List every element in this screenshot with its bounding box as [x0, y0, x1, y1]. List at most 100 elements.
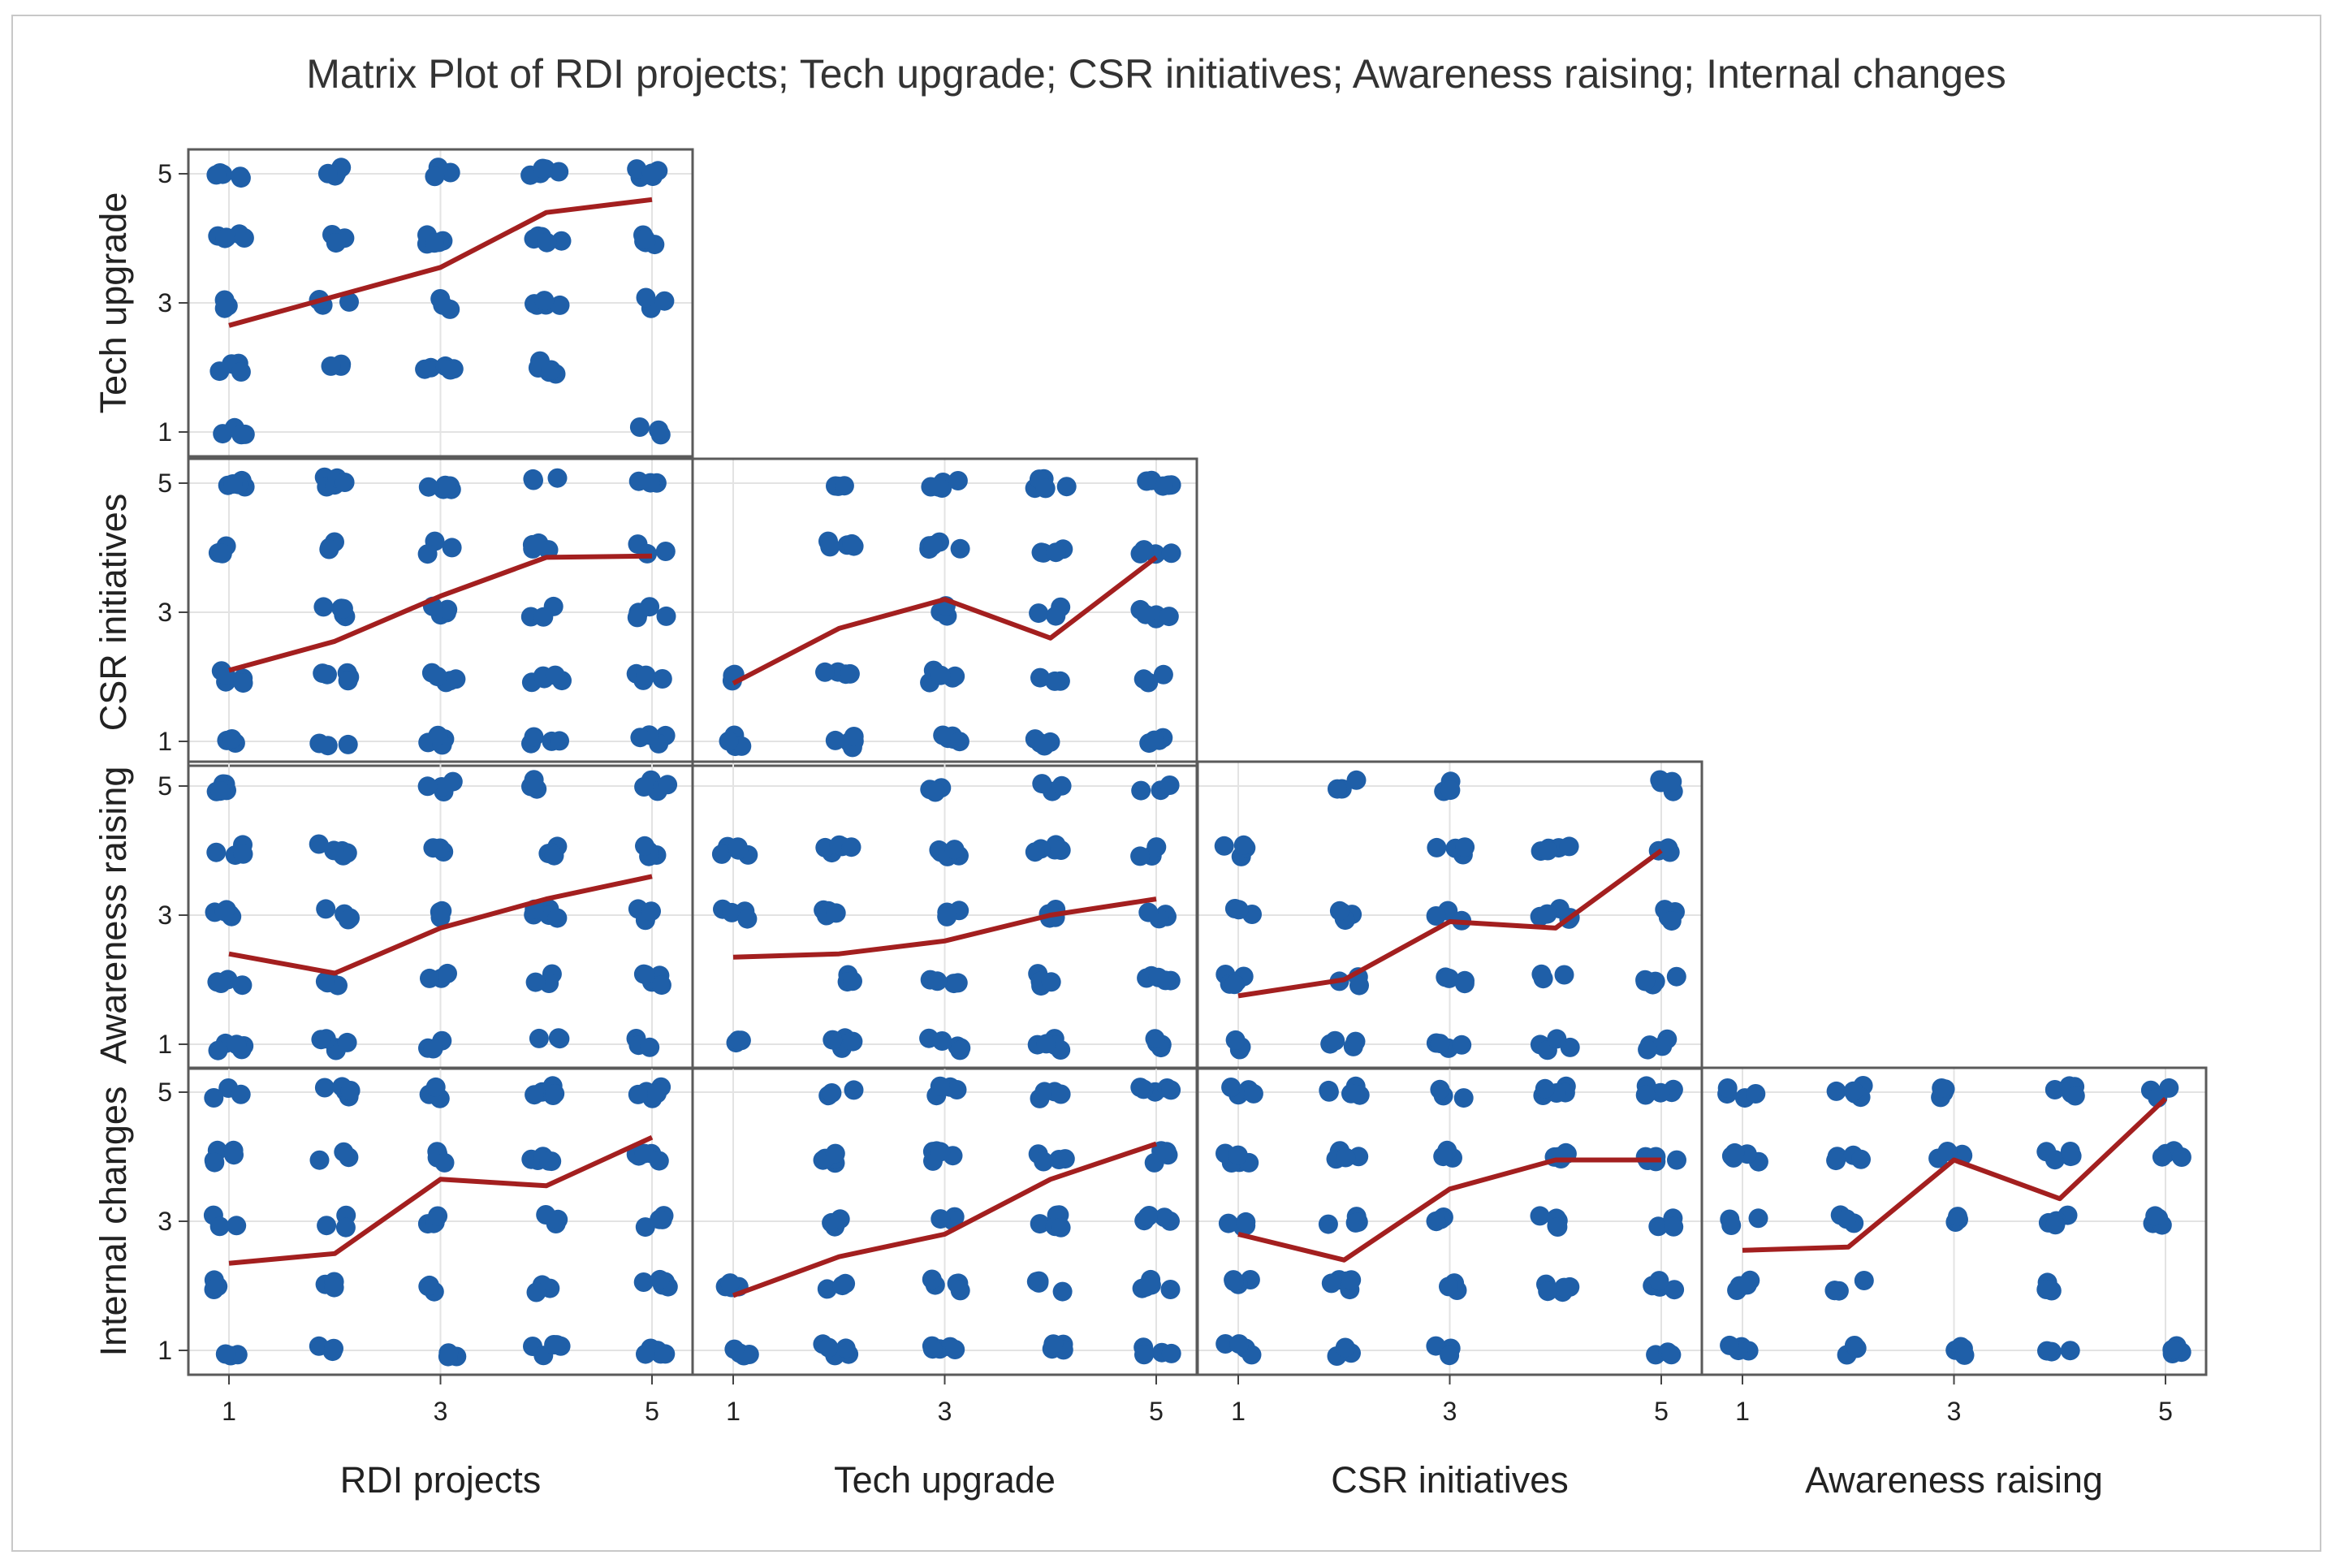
- data-point: [1138, 902, 1159, 922]
- data-point: [825, 1143, 845, 1164]
- data-point: [1214, 836, 1234, 856]
- data-point: [534, 291, 555, 311]
- data-point: [440, 360, 460, 380]
- data-point: [1035, 478, 1056, 499]
- mean-line: [1237, 849, 1663, 999]
- data-point: [650, 1209, 670, 1229]
- data-point: [1651, 1082, 1671, 1103]
- data-point: [1034, 1151, 1054, 1172]
- data-point: [1225, 1030, 1246, 1050]
- data-point: [1346, 770, 1367, 790]
- data-point: [1036, 1034, 1056, 1054]
- data-point: [1236, 1212, 1256, 1232]
- data-point: [1535, 1078, 1555, 1099]
- data-point: [948, 471, 968, 490]
- data-point: [1233, 835, 1254, 855]
- data-point: [423, 1039, 443, 1059]
- data-point: [547, 908, 568, 928]
- data-point: [1452, 1035, 1472, 1055]
- data-point: [933, 725, 953, 745]
- x-tick-label: 1: [1735, 1397, 1750, 1426]
- data-point: [2036, 1280, 2057, 1299]
- data-point: [1138, 1207, 1158, 1227]
- data-point: [834, 476, 854, 496]
- data-point: [1319, 1082, 1339, 1102]
- x-axis-label-tech-upgrade: Tech upgrade: [834, 1459, 1056, 1501]
- data-point: [1161, 1343, 1181, 1363]
- chart-title: Matrix Plot of RDI projects; Tech upgrad…: [306, 51, 2006, 97]
- data-point: [937, 906, 957, 927]
- x-tick-label: 1: [726, 1397, 741, 1426]
- data-point: [925, 782, 945, 802]
- data-point: [1130, 846, 1151, 866]
- y-axis-label-internal-changes: Internal changes: [93, 1086, 134, 1357]
- data-point: [1144, 730, 1164, 750]
- data-point: [544, 845, 564, 866]
- data-point: [1433, 1147, 1453, 1167]
- data-point: [1135, 604, 1155, 624]
- mean-line: [228, 197, 653, 328]
- data-point: [419, 1275, 439, 1295]
- data-point: [630, 728, 650, 748]
- data-point: [922, 1339, 943, 1359]
- mean-line: [732, 555, 1158, 686]
- data-point: [1055, 1149, 1075, 1169]
- x-axis-label-csr-initiatives: CSR initiatives: [1331, 1459, 1569, 1501]
- data-point: [309, 1150, 330, 1170]
- data-point: [1430, 1079, 1450, 1099]
- data-point: [424, 233, 444, 253]
- data-point: [417, 544, 438, 564]
- data-point: [311, 1030, 331, 1050]
- panel-tech-upgrade-vs-rdi-projects: [187, 148, 694, 458]
- data-point: [651, 975, 671, 996]
- data-point: [1720, 1335, 1740, 1355]
- data-point: [1737, 1275, 1757, 1295]
- data-point: [844, 536, 864, 556]
- data-point: [1530, 1206, 1550, 1226]
- data-point: [1746, 1084, 1766, 1104]
- data-point: [650, 1269, 670, 1289]
- data-point: [1554, 1277, 1574, 1298]
- data-point: [1341, 1083, 1361, 1104]
- data-point: [1229, 1334, 1250, 1354]
- x-tick-label: 5: [645, 1397, 659, 1426]
- data-point: [636, 287, 656, 308]
- data-point: [843, 1031, 863, 1052]
- data-point: [1228, 900, 1249, 920]
- data-point: [1030, 667, 1050, 688]
- data-point: [1660, 842, 1680, 862]
- data-point: [1649, 1271, 1669, 1291]
- data-point: [1051, 775, 1072, 796]
- y-tick-label: 5: [158, 159, 172, 188]
- data-point: [629, 417, 650, 437]
- data-point: [522, 534, 542, 555]
- data-point: [215, 1344, 235, 1364]
- data-point: [231, 362, 251, 382]
- data-point: [641, 901, 661, 922]
- data-point: [1224, 974, 1245, 995]
- plot-area: 1 3 5 Tech upgrade 1 3 5 CSR initiatives 1 3 5 Awar…: [93, 148, 2208, 1501]
- data-point: [1228, 1145, 1248, 1165]
- data-point: [550, 731, 569, 751]
- data-point: [525, 972, 546, 992]
- data-point: [1538, 1281, 1558, 1302]
- data-point: [636, 1344, 655, 1364]
- data-point: [233, 844, 253, 864]
- data-point: [433, 295, 453, 315]
- data-point: [549, 162, 569, 182]
- data-point: [423, 838, 443, 858]
- data-point: [214, 298, 235, 318]
- data-point: [1318, 1214, 1338, 1234]
- x-tick-label: 3: [434, 1397, 448, 1426]
- data-point: [339, 292, 359, 312]
- data-point: [1052, 1281, 1073, 1302]
- data-point: [844, 727, 864, 746]
- data-point: [442, 538, 462, 558]
- data-point: [728, 1030, 749, 1051]
- data-point: [927, 971, 948, 991]
- data-point: [1439, 1276, 1458, 1297]
- data-point: [1559, 836, 1579, 857]
- chart-frame: Matrix Plot of RDI projects; Tech upgrad…: [11, 15, 2321, 1552]
- x-tick-label: 3: [1947, 1397, 1962, 1426]
- data-point: [830, 1209, 850, 1229]
